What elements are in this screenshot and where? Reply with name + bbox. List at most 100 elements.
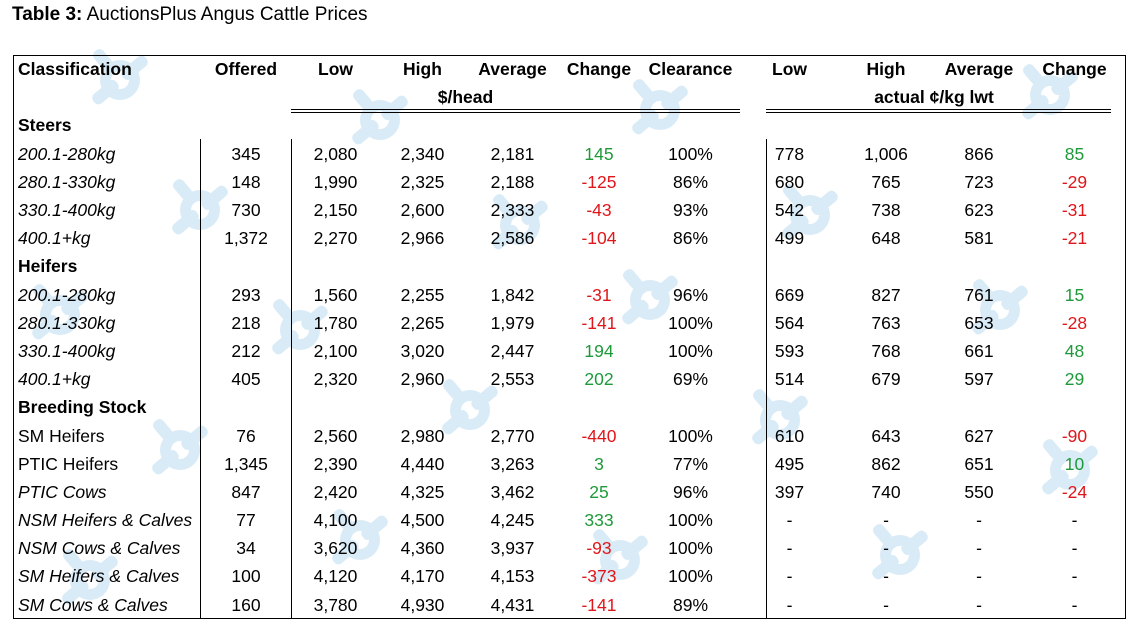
table-number: Table 3: [12, 4, 83, 25]
cell-low-kg: - [786, 510, 793, 531]
cell-avg-kg: - [976, 538, 982, 559]
cell-avg-kg: 597 [964, 369, 994, 390]
cell-low: 2,080 [313, 143, 358, 164]
cell-offered: 160 [231, 594, 261, 615]
cell-low-kg: 499 [774, 228, 805, 249]
cell-high-kg: - [883, 538, 889, 559]
section-label: Breeding Stock [18, 397, 147, 418]
cell-offered: 1,345 [224, 453, 268, 474]
cell-avg: 2,333 [490, 200, 535, 221]
cell-avg-kg: 866 [964, 143, 994, 164]
row-label: SM Heifers [18, 425, 105, 446]
header-double-underline-right [766, 109, 1111, 113]
cell-change: -125 [581, 171, 617, 192]
row-label: 280.1-330kg [18, 312, 116, 333]
cell-high: 2,255 [400, 284, 445, 305]
cell-avg-kg: 661 [964, 340, 994, 361]
cell-clearance: 86% [672, 228, 709, 249]
cell-high-kg: - [883, 594, 889, 615]
cell-change: 145 [584, 143, 614, 164]
cell-change-kg: -24 [1061, 481, 1088, 502]
cell-high: 2,960 [400, 369, 445, 390]
row-label: SM Heifers & Calves [18, 566, 180, 587]
table-row: SM Cows & Calves 160 3,780 4,930 4,431 -141 89… [13, 591, 1126, 619]
cell-low: 4,120 [313, 566, 358, 587]
table-caption: AuctionsPlus Angus Cattle Prices [82, 4, 368, 25]
cell-change: -31 [586, 284, 612, 305]
cell-change-kg: -21 [1061, 228, 1088, 249]
cell-change-kg: - [1071, 538, 1078, 559]
header-row: Classification Offered Low High Average … [13, 55, 1126, 83]
cell-offered: 847 [231, 481, 261, 502]
cell-avg: 4,431 [490, 594, 535, 615]
cell-avg: 4,153 [490, 566, 535, 587]
cell-avg-kg: 653 [964, 312, 994, 333]
table-row: SM Heifers & Calves 100 4,120 4,170 4,153 -37… [13, 562, 1126, 590]
unit-row: $/head actual ¢/kg lwt [13, 83, 1126, 111]
cell-change: -373 [581, 566, 617, 587]
cell-clearance: 77% [672, 453, 709, 474]
cell-change-kg: - [1071, 566, 1078, 587]
cell-high-kg: 862 [871, 453, 901, 474]
cell-low: 2,100 [313, 340, 358, 361]
cell-low-kg: - [786, 594, 793, 615]
header-high-kg: High [866, 59, 906, 80]
row-label: 330.1-400kg [18, 340, 116, 361]
cell-high-kg: 740 [871, 481, 901, 502]
cell-offered: 293 [231, 284, 261, 305]
cell-low-kg: 514 [774, 369, 805, 390]
table-title: Table 3: AuctionsPlus Angus Cattle Price… [12, 4, 368, 26]
row-label: NSM Heifers & Calves [18, 510, 193, 531]
cell-avg-kg: 623 [964, 200, 994, 221]
cell-avg-kg: 550 [964, 481, 994, 502]
cell-low-kg: 593 [774, 340, 805, 361]
cell-change: 194 [584, 340, 614, 361]
row-label: NSM Cows & Calves [18, 538, 181, 559]
cell-avg: 4,245 [490, 510, 535, 531]
cell-avg-kg: - [976, 594, 982, 615]
cell-low: 1,990 [313, 171, 358, 192]
cell-high: 2,340 [400, 143, 445, 164]
row-label: 330.1-400kg [18, 200, 116, 221]
cell-change-kg: 10 [1064, 453, 1085, 474]
cell-low-kg: 778 [774, 143, 805, 164]
cell-offered: 100 [231, 566, 261, 587]
cell-low: 2,560 [313, 425, 358, 446]
cell-change: -43 [586, 200, 612, 221]
cell-high: 2,265 [400, 312, 445, 333]
row-label: 280.1-330kg [18, 171, 116, 192]
cell-high-kg: - [883, 566, 889, 587]
cell-avg: 2,553 [490, 369, 535, 390]
cell-high-kg: 1,006 [864, 143, 908, 164]
cell-high: 2,966 [400, 228, 445, 249]
header-high: High [403, 59, 442, 80]
section-row: Heifers [13, 252, 1126, 280]
cell-low: 2,420 [313, 481, 358, 502]
cell-avg-kg: 627 [964, 425, 994, 446]
cell-clearance: 96% [672, 481, 709, 502]
cell-low-kg: 610 [774, 425, 805, 446]
cell-low-kg: 564 [774, 312, 805, 333]
row-label: SM Cows & Calves [18, 594, 168, 615]
cell-avg: 3,263 [490, 453, 535, 474]
row-label: PTIC Cows [18, 481, 107, 502]
cell-high-kg: 765 [871, 171, 901, 192]
header-change-kg: Change [1042, 59, 1107, 80]
section-label: Heifers [18, 256, 78, 277]
cell-change-kg: 15 [1064, 284, 1085, 305]
cell-low: 3,620 [313, 538, 358, 559]
cell-low-kg: - [786, 566, 793, 587]
column-divider-offered [200, 139, 201, 619]
cell-high-kg: 763 [871, 312, 901, 333]
column-divider-kg [766, 139, 767, 619]
cell-low: 2,390 [313, 453, 358, 474]
cell-avg-kg: - [976, 566, 982, 587]
section-label: Steers [18, 115, 72, 136]
cell-clearance: 100% [668, 143, 713, 164]
cell-high-kg: 643 [871, 425, 901, 446]
cell-change-kg: - [1071, 510, 1078, 531]
cell-avg: 1,979 [490, 312, 535, 333]
cell-offered: 218 [231, 312, 261, 333]
row-label: 200.1-280kg [18, 284, 116, 305]
cell-change-kg: -31 [1061, 200, 1088, 221]
